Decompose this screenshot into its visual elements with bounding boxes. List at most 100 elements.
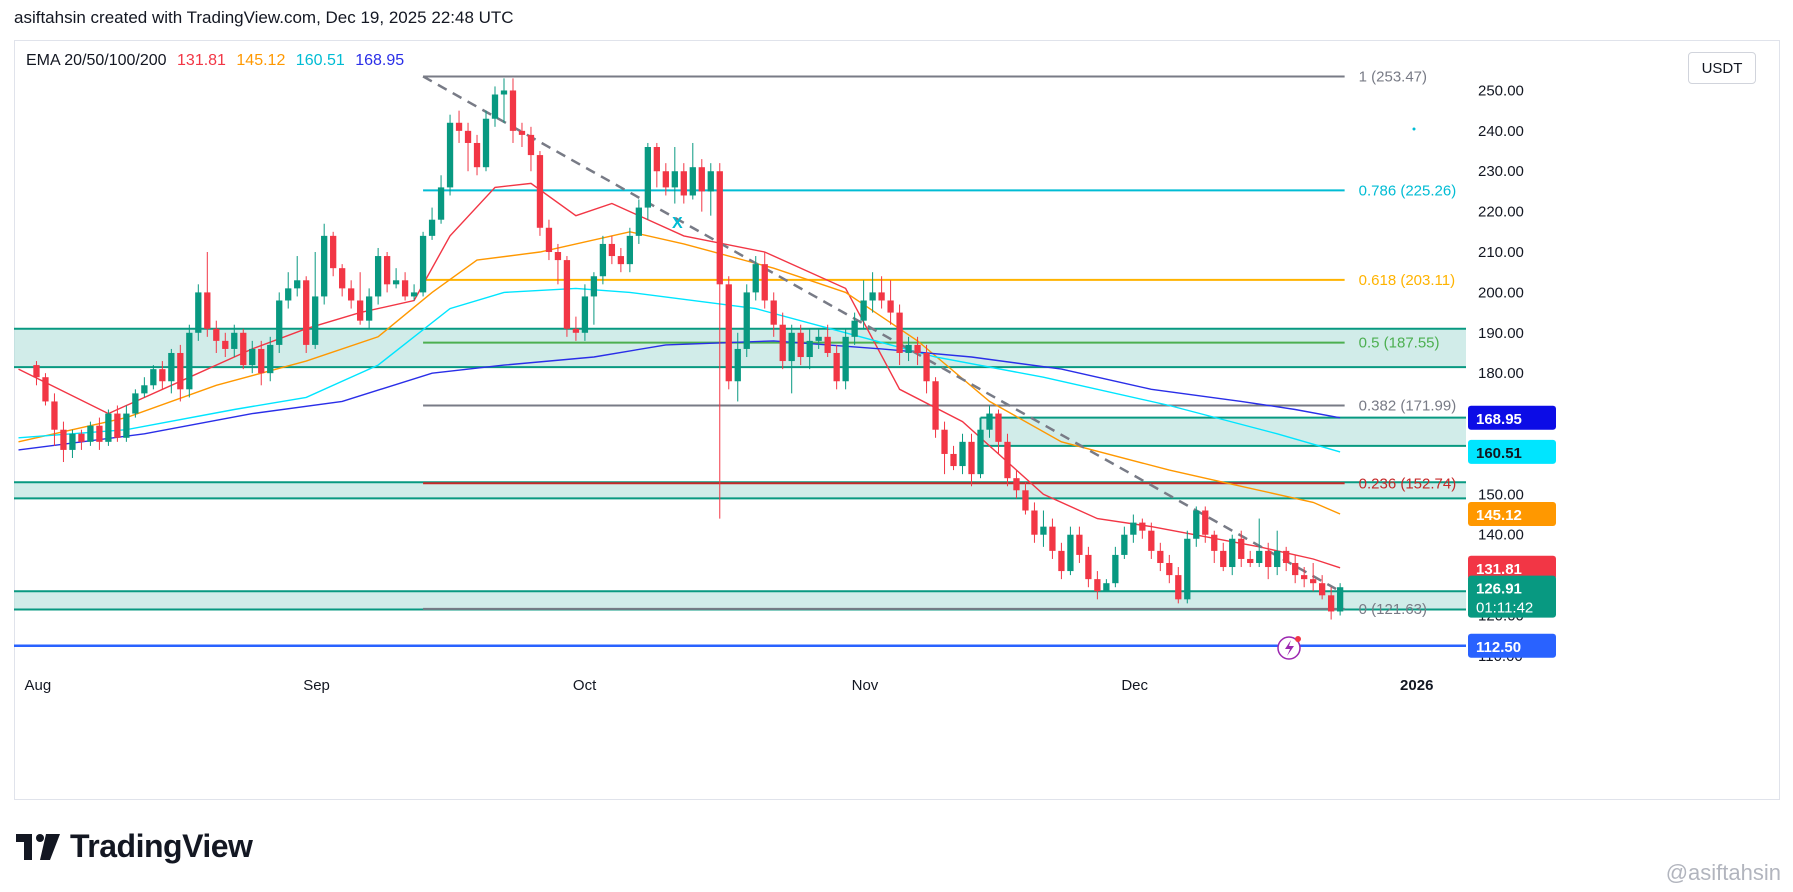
price-axis-tick: 230.00 <box>1478 163 1524 180</box>
candle-body <box>1058 550 1065 572</box>
candle-body <box>644 147 651 208</box>
candle-body <box>752 264 759 293</box>
candle-body <box>401 280 409 297</box>
zone-rect <box>14 482 1466 499</box>
candle-body <box>815 336 822 341</box>
candle-body <box>887 300 894 313</box>
time-axis-tick: 2026 <box>1400 677 1433 694</box>
fib-level-label: 0.382 (171.99) <box>1359 398 1457 415</box>
candle-body <box>806 340 813 358</box>
price-axis-tick: 250.00 <box>1478 82 1524 99</box>
candle-body <box>842 336 849 382</box>
ema-legend-label: EMA 20/50/100/200 <box>26 52 167 69</box>
candle-body <box>1085 554 1092 580</box>
price-label-text: 112.50 <box>1476 639 1521 656</box>
candle-body <box>914 344 921 353</box>
candle-body <box>159 369 166 382</box>
candle-body <box>950 453 957 467</box>
candle-body <box>249 348 256 366</box>
chart-frame[interactable] <box>14 40 1780 800</box>
candle-body <box>464 130 472 143</box>
candle-body <box>177 352 184 390</box>
candle-body <box>941 429 948 454</box>
candle-body <box>977 429 984 475</box>
candle-body <box>878 292 885 301</box>
tradingview-logo-icon <box>16 833 60 860</box>
price-axis-tick: 140.00 <box>1478 527 1524 544</box>
ema50-value: 145.12 <box>236 52 286 69</box>
candle-body <box>294 280 301 289</box>
ema100-value: 160.51 <box>295 52 345 69</box>
candle-body <box>833 352 840 382</box>
candle-body <box>725 284 732 382</box>
candle-body <box>590 276 598 297</box>
candle-body <box>96 425 103 442</box>
candle-body <box>959 441 966 467</box>
candle-body <box>1148 530 1155 551</box>
candle-body <box>1202 510 1209 535</box>
candle-body <box>123 413 130 438</box>
candle-body <box>114 413 121 438</box>
candle-body <box>653 147 660 172</box>
downtrend-line <box>422 75 1341 593</box>
candle-body <box>1031 510 1038 535</box>
candle-body <box>330 235 337 269</box>
candle-body <box>824 336 831 353</box>
candle-body <box>779 324 786 362</box>
price-axis-tick: 150.00 <box>1478 486 1524 503</box>
candle-body <box>869 292 876 301</box>
candle-body <box>1283 550 1290 563</box>
candle-body <box>1265 550 1272 568</box>
candle-body <box>482 118 490 168</box>
candle-body <box>231 332 238 349</box>
price-label-text: 131.81 <box>1476 561 1522 578</box>
ema-legend[interactable]: EMA 20/50/100/200 131.81 145.12 160.51 1… <box>26 52 410 70</box>
price-axis-tick: 200.00 <box>1478 284 1524 301</box>
alert-badge <box>1295 636 1301 642</box>
candle-body <box>986 413 993 430</box>
fib-level-label: 0.618 (203.11) <box>1359 272 1455 289</box>
candle-body <box>374 256 382 297</box>
time-axis-tick: Oct <box>573 677 597 694</box>
candle-body <box>698 167 705 192</box>
tradingview-wordmark: TradingView <box>70 828 253 864</box>
candle-body <box>518 130 526 135</box>
candle-body <box>662 171 669 188</box>
candle-body <box>132 393 139 414</box>
candle-body <box>896 312 903 353</box>
candle-body <box>51 401 58 430</box>
candle-body <box>1004 441 1011 479</box>
candle-body <box>770 300 777 325</box>
candle-body <box>1103 583 1110 592</box>
tradingview-logo[interactable]: TradingView <box>16 828 253 865</box>
candle-body <box>473 142 481 168</box>
candle-body <box>689 167 696 196</box>
candle-body <box>285 288 292 301</box>
candle-body <box>500 90 508 95</box>
candle-body <box>635 207 643 236</box>
ema-20-line <box>18 182 1341 569</box>
candle-body <box>419 235 427 293</box>
currency-button[interactable]: USDT <box>1688 52 1756 84</box>
ema200-value: 168.95 <box>355 52 405 69</box>
candle-body <box>1247 558 1254 563</box>
candle-body <box>267 344 274 374</box>
candle-body <box>1301 575 1308 580</box>
ema20-value: 131.81 <box>177 52 226 69</box>
price-label-tag <box>1468 575 1556 618</box>
candle-body <box>536 155 544 228</box>
candle-body <box>168 352 175 382</box>
candle-body <box>105 413 112 442</box>
candle-body <box>554 252 562 261</box>
price-label-tag <box>1468 405 1556 430</box>
candle-body <box>1094 579 1101 592</box>
price-axis-tick: 220.00 <box>1478 204 1524 221</box>
price-label-text: 145.12 <box>1476 507 1522 524</box>
price-countdown-text: 01:11:42 <box>1476 600 1533 617</box>
price-label-text: 126.91 <box>1476 581 1522 598</box>
candle-body <box>923 352 930 382</box>
candle-body <box>60 429 67 450</box>
candle-body <box>1319 583 1326 596</box>
candle-body <box>1256 550 1263 563</box>
